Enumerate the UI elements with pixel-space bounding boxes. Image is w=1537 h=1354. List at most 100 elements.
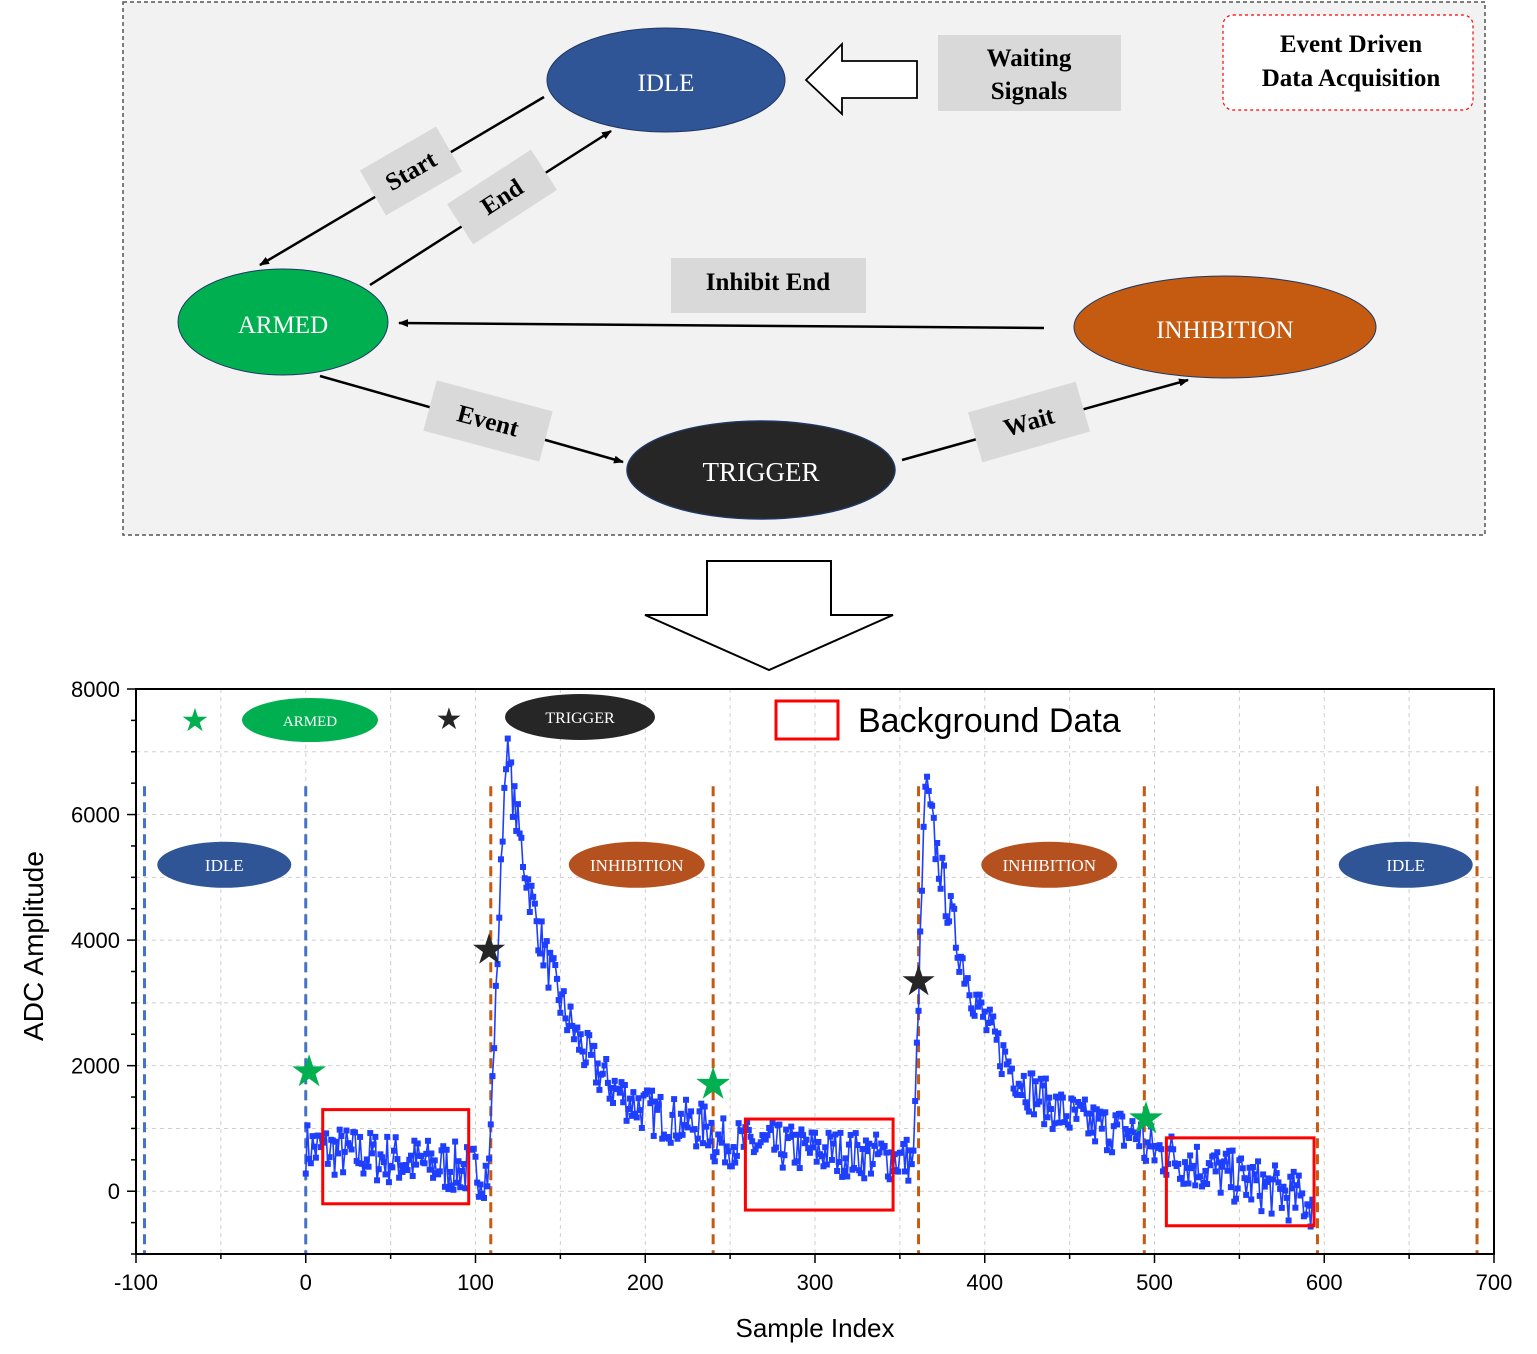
data-point bbox=[778, 1151, 785, 1158]
data-point bbox=[399, 1168, 406, 1175]
data-point bbox=[1151, 1157, 1158, 1164]
phase-label: INHIBITION bbox=[981, 841, 1118, 888]
data-point bbox=[1120, 1142, 1127, 1149]
data-point bbox=[733, 1152, 740, 1159]
data-point bbox=[609, 1099, 616, 1106]
armed-star-icon: ★ bbox=[693, 1060, 732, 1109]
data-point bbox=[822, 1144, 829, 1151]
data-point bbox=[484, 1183, 491, 1190]
data-point bbox=[424, 1137, 431, 1144]
grid bbox=[136, 689, 1494, 1254]
data-point bbox=[552, 962, 559, 969]
x-tick-label: 300 bbox=[797, 1270, 834, 1295]
data-point bbox=[864, 1148, 871, 1155]
data-point bbox=[1243, 1191, 1250, 1198]
data-point bbox=[1210, 1152, 1217, 1159]
data-point bbox=[1081, 1096, 1088, 1103]
y-tick-label: 2000 bbox=[71, 1054, 120, 1079]
data-point bbox=[781, 1152, 788, 1159]
data-point bbox=[871, 1142, 878, 1149]
transition-event-label: Event bbox=[423, 380, 553, 462]
data-point bbox=[1109, 1149, 1116, 1156]
data-point bbox=[1143, 1157, 1150, 1164]
data-point bbox=[1258, 1208, 1265, 1215]
data-point bbox=[397, 1162, 404, 1169]
phase-label: INHIBITION bbox=[568, 841, 705, 888]
data-point bbox=[788, 1123, 795, 1130]
data-point bbox=[786, 1133, 793, 1140]
data-point bbox=[553, 975, 560, 982]
data-point bbox=[947, 893, 954, 900]
data-point bbox=[565, 1022, 572, 1029]
data-point bbox=[1222, 1150, 1229, 1157]
data-point bbox=[555, 997, 562, 1004]
data-point bbox=[891, 1151, 898, 1158]
data-point bbox=[980, 1013, 987, 1020]
data-point bbox=[745, 1126, 752, 1133]
data-point bbox=[414, 1140, 421, 1147]
data-point bbox=[431, 1157, 438, 1164]
data-point bbox=[1090, 1104, 1097, 1111]
data-point bbox=[538, 918, 545, 925]
data-point bbox=[679, 1131, 686, 1138]
data-point bbox=[952, 944, 959, 951]
data-point bbox=[382, 1171, 389, 1178]
data-point bbox=[1148, 1123, 1155, 1130]
legend-background-swatch bbox=[774, 699, 840, 741]
data-point bbox=[922, 783, 929, 790]
data-point bbox=[686, 1112, 693, 1119]
data-point bbox=[1134, 1130, 1141, 1137]
data-point bbox=[645, 1088, 652, 1095]
data-point bbox=[1073, 1115, 1080, 1122]
data-point bbox=[351, 1129, 358, 1136]
data-point bbox=[681, 1122, 688, 1129]
data-point bbox=[391, 1147, 398, 1154]
state-armed: ARMED bbox=[177, 268, 389, 376]
data-point bbox=[716, 1135, 723, 1142]
data-point bbox=[901, 1168, 908, 1175]
y-tick-label: 6000 bbox=[71, 803, 120, 828]
data-point bbox=[711, 1158, 718, 1165]
data-point bbox=[453, 1179, 460, 1186]
x-tick-label: -100 bbox=[114, 1270, 158, 1295]
data-point bbox=[1182, 1159, 1189, 1166]
state-idle-label: IDLE bbox=[638, 70, 695, 97]
data-point bbox=[720, 1115, 727, 1122]
data-point bbox=[844, 1173, 851, 1180]
data-point bbox=[1097, 1108, 1104, 1115]
data-point bbox=[705, 1142, 712, 1149]
data-point bbox=[528, 882, 535, 889]
data-point bbox=[718, 1139, 725, 1146]
data-point bbox=[533, 918, 540, 925]
data-point bbox=[981, 1008, 988, 1015]
x-tick-label: 700 bbox=[1476, 1270, 1513, 1295]
data-point bbox=[671, 1096, 678, 1103]
data-point bbox=[1305, 1202, 1312, 1209]
data-point bbox=[504, 735, 511, 742]
data-point bbox=[358, 1160, 365, 1167]
phase-label-ellipse bbox=[1338, 841, 1473, 888]
data-point bbox=[1136, 1143, 1143, 1150]
data-point bbox=[370, 1141, 377, 1148]
data-point bbox=[1010, 1085, 1017, 1092]
data-point bbox=[1158, 1146, 1165, 1153]
data-point bbox=[1166, 1145, 1173, 1152]
data-point bbox=[514, 801, 521, 808]
data-point bbox=[946, 918, 953, 925]
data-point bbox=[985, 1019, 992, 1026]
data-point bbox=[757, 1139, 764, 1146]
data-point bbox=[1238, 1155, 1245, 1162]
data-point bbox=[783, 1126, 790, 1133]
data-point bbox=[1107, 1140, 1114, 1147]
data-point bbox=[749, 1138, 756, 1145]
data-point bbox=[823, 1161, 830, 1168]
data-point bbox=[523, 884, 530, 891]
data-point bbox=[360, 1170, 367, 1177]
phase-label-text: IDLE bbox=[205, 856, 244, 875]
data-point bbox=[486, 1155, 493, 1162]
data-point bbox=[1002, 1048, 1009, 1055]
data-point bbox=[667, 1139, 674, 1146]
data-point bbox=[747, 1133, 754, 1140]
data-point bbox=[898, 1149, 905, 1156]
data-point bbox=[1290, 1168, 1297, 1175]
